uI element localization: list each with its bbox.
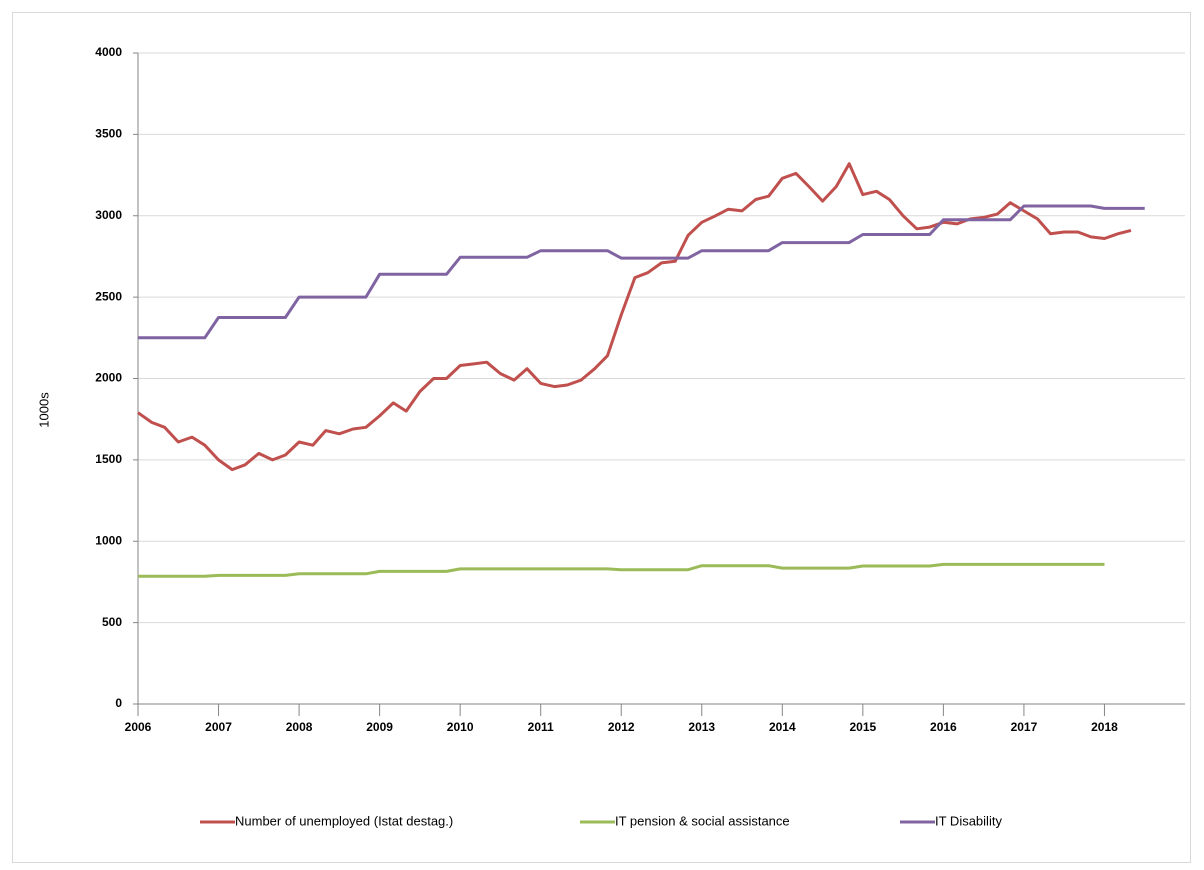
x-tick-label: 2009 (366, 720, 393, 734)
y-tick-label: 4000 (95, 45, 122, 59)
x-tick-label: 2012 (608, 720, 635, 734)
chart-frame (12, 12, 1191, 863)
x-tick-label: 2015 (849, 720, 876, 734)
x-tick-label: 2008 (286, 720, 313, 734)
y-tick-label: 0 (115, 696, 122, 710)
series-line (138, 204, 1145, 340)
y-tick-label: 2000 (95, 371, 122, 385)
y-tick-label: 1000 (95, 533, 122, 547)
x-tick-label: 2017 (1011, 720, 1038, 734)
y-tick-label: 1500 (95, 452, 122, 466)
legend-label: IT pension & social assistance (615, 813, 790, 828)
y-tick-label: 3000 (95, 208, 122, 222)
y-axis-label: 1000s (36, 392, 51, 428)
x-tick-label: 2013 (688, 720, 715, 734)
x-tick-label: 2016 (930, 720, 957, 734)
x-tick-label: 2014 (769, 720, 796, 734)
series-line (138, 562, 1105, 578)
legend-label: Number of unemployed (Istat destag.) (235, 813, 453, 828)
y-tick-label: 2500 (95, 289, 122, 303)
y-tick-label: 500 (102, 615, 122, 629)
legend-label: IT Disability (935, 813, 1002, 828)
x-tick-label: 2011 (528, 720, 554, 734)
x-tick-label: 2007 (205, 720, 232, 734)
x-tick-label: 2006 (125, 720, 152, 734)
x-tick-label: 2018 (1091, 720, 1118, 734)
y-tick-label: 3500 (95, 127, 122, 141)
x-tick-label: 2010 (447, 720, 474, 734)
